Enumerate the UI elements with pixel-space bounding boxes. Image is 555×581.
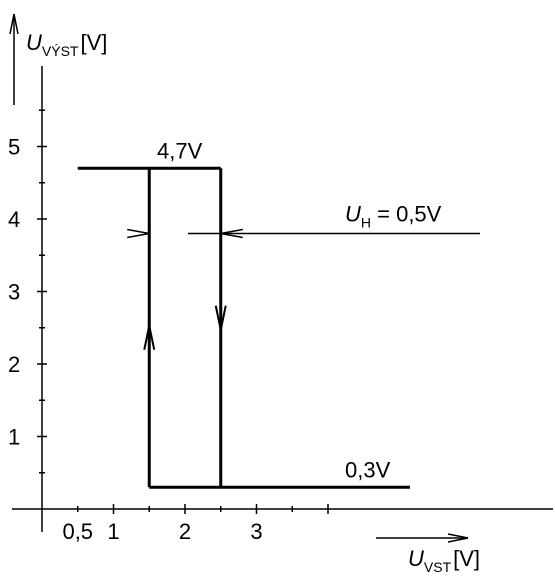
y-axis-title: UVÝST[V] — [26, 30, 107, 59]
dimension-arrow-left-icon — [127, 228, 150, 239]
y-tick-label: 4 — [8, 207, 20, 232]
x-tick-label: 0,5 — [62, 519, 93, 544]
hysteresis-label: UH = 0,5V — [345, 202, 442, 231]
x-tick-label: 1 — [107, 519, 119, 544]
y-tick-label: 5 — [8, 135, 20, 160]
x-axis-arrow-icon — [376, 533, 469, 543]
y-tick-label: 2 — [8, 352, 20, 377]
dimension-arrow-right-icon — [220, 228, 243, 239]
x-axis-title: UVST[V] — [408, 546, 480, 575]
x-ticks: 0,5 1 2 3 — [62, 504, 329, 544]
y-axis-arrow-icon — [9, 13, 19, 105]
y-tick-label: 3 — [8, 280, 20, 305]
rising-arrow-icon — [143, 325, 156, 350]
x-tick-label: 2 — [179, 519, 191, 544]
hysteresis-dimension — [127, 228, 480, 239]
y-tick-label: 1 — [8, 425, 20, 450]
loop-direction-arrows — [143, 305, 227, 350]
falling-arrow-icon — [214, 305, 227, 330]
low-level-label: 0,3V — [345, 457, 391, 482]
high-level-label: 4,7V — [157, 138, 203, 163]
x-tick-label: 3 — [250, 519, 262, 544]
y-ticks: 1 2 3 4 5 — [8, 109, 47, 474]
